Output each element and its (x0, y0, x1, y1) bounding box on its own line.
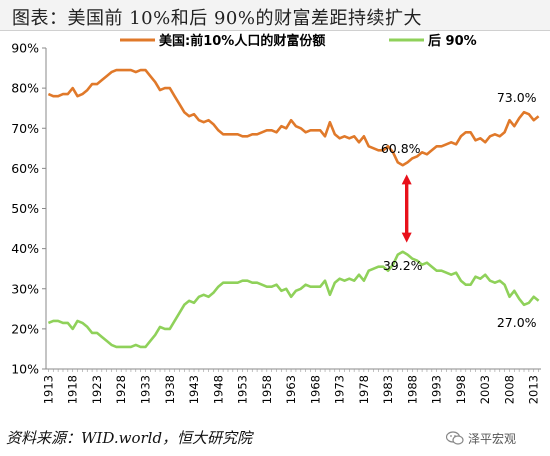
x-tick-label: 1963 (284, 375, 298, 404)
watermark: 泽平宏观 (446, 430, 546, 448)
y-tick-label: 50% (11, 201, 39, 216)
data-label: 39.2% (383, 258, 423, 273)
x-tick-label: 2008 (502, 375, 516, 404)
axes: 10% 20% 30% 40% 50% 60% 70% 80% 90% 1913 1918 1923 1… (11, 41, 541, 404)
x-tick-label: 1983 (381, 375, 395, 404)
x-tick-label: 1938 (163, 375, 177, 404)
y-tick-label: 20% (11, 321, 39, 336)
y-tick-label: 70% (11, 121, 39, 136)
chart-area: 10% 20% 30% 40% 50% 60% 70% 80% 90% 1913 1918 1923 1… (11, 33, 541, 404)
x-tick-label: 1958 (260, 375, 274, 404)
legend: 美国:前10%人口的财富份额 后 90% (120, 33, 477, 49)
y-tick-label: 90% (11, 41, 39, 56)
x-tick-label: 1998 (454, 375, 468, 404)
chart-title: 图表：美国前 10%和后 90%的财富差距持续扩大 (12, 8, 422, 29)
y-tick-label: 80% (11, 81, 39, 96)
x-tick-label: 2003 (478, 375, 492, 404)
series-line-bottom90 (47, 250, 540, 349)
chart-title-bar: 图表：美国前 10%和后 90%的财富差距持续扩大 (0, 0, 550, 31)
x-tick-label: 1953 (236, 375, 250, 404)
y-tick-label: 30% (11, 281, 39, 296)
series-group (47, 68, 540, 349)
data-labels: 60.8% 73.0% 39.2% 27.0% (381, 90, 537, 330)
watermark-text: 泽平宏观 (468, 432, 517, 446)
y-tick-label: 10% (11, 362, 39, 377)
x-tick-label: 1913 (41, 375, 55, 404)
x-tick-label: 1918 (66, 375, 80, 404)
data-label: 73.0% (497, 90, 537, 105)
x-tick-label: 1943 (187, 375, 201, 404)
y-tick-label: 60% (11, 161, 39, 176)
x-tick-label: 1978 (357, 375, 371, 404)
x-tick-label: 1968 (308, 375, 322, 404)
x-tick-label: 1973 (333, 375, 347, 404)
x-tick-label: 1928 (114, 375, 128, 404)
gap-arrow-head-down (401, 232, 412, 243)
x-tick-label: 1933 (138, 375, 152, 404)
data-label: 60.8% (381, 141, 421, 156)
x-tick-label: 1948 (211, 375, 225, 404)
y-tick-label: 40% (11, 241, 39, 256)
x-tick-label: 2013 (527, 375, 541, 404)
wechat-icon (446, 431, 464, 445)
source-note: 资料来源：WID.world，恒大研究院 (6, 429, 253, 447)
x-tick-label: 1993 (430, 375, 444, 404)
legend-label-bottom90: 后 90% (428, 33, 477, 49)
x-tick-label: 1923 (90, 375, 104, 404)
gap-arrow-head-up (401, 174, 412, 185)
series-line-top10 (47, 68, 540, 167)
data-label: 27.0% (497, 315, 537, 330)
x-tick-label: 1988 (405, 375, 419, 404)
legend-label-top10: 美国:前10%人口的财富份额 (159, 33, 325, 49)
